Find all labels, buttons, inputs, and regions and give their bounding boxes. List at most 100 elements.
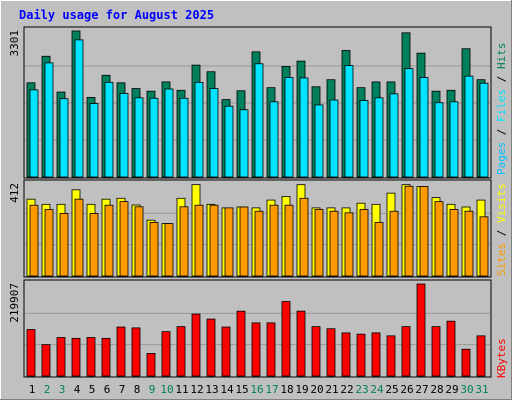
x-label-day-11: 11 [175,383,188,396]
bar-files-day-21 [329,99,339,178]
x-label-day-26: 26 [400,383,413,396]
panel-kbytes-frame [23,279,492,378]
bar-files-day-4 [74,39,84,178]
bar-sites-day-30 [464,210,474,277]
bar-files-day-25 [389,93,399,178]
bar-sites-day-23 [359,209,369,277]
bar-sites-day-18 [284,204,294,277]
bar-kbytes-day-16 [251,322,261,377]
bar-sites-day-16 [254,210,264,277]
legend-item-files: Files [495,89,508,122]
bar-sites-day-26 [404,185,414,277]
bar-sites-day-13 [209,204,219,277]
x-label-day-24: 24 [370,383,384,396]
bar-kbytes-day-29 [446,320,456,377]
bar-sites-day-28 [434,201,444,277]
bar-files-day-31 [479,82,489,178]
x-label-day-7: 7 [119,383,126,396]
bar-sites-day-8 [134,206,144,277]
bar-files-day-3 [59,98,69,178]
bar-sites-day-27 [419,186,429,277]
x-label-day-20: 20 [310,383,323,396]
x-label-day-6: 6 [104,383,111,396]
bar-sites-day-11 [179,206,189,277]
chart-title: Daily usage for August 2025 [19,8,214,22]
bar-sites-day-5 [89,213,99,277]
legend-item-visits: Visits [495,183,508,223]
x-label-day-16: 16 [250,383,263,396]
bar-kbytes-day-23 [356,333,366,377]
x-label-day-31: 31 [475,383,488,396]
panel-visits-frame [23,179,492,278]
bar-files-day-2 [44,62,54,178]
bar-files-day-11 [179,97,189,178]
bar-kbytes-day-24 [371,332,381,377]
x-label-day-3: 3 [59,383,66,396]
bar-kbytes-day-21 [326,328,336,377]
bar-kbytes-day-12 [191,313,201,377]
x-label-day-19: 19 [295,383,308,396]
panel-hits-frame [23,26,492,179]
bar-files-day-23 [359,100,369,178]
x-label-day-22: 22 [340,383,353,396]
x-label-day-4: 4 [74,383,81,396]
bar-kbytes-day-3 [56,337,66,377]
bar-kbytes-day-19 [296,310,306,377]
bar-files-day-1 [29,89,39,178]
panel-hits-bars [25,30,490,178]
bar-files-day-10 [164,88,174,178]
panel-hits [23,26,492,179]
bar-sites-day-9 [149,222,159,277]
bar-files-day-26 [404,68,414,178]
hits-max-label: 3301 [8,30,21,57]
bar-kbytes-day-5 [86,337,96,377]
bar-sites-day-25 [389,210,399,277]
bar-kbytes-day-7 [116,326,126,377]
bar-files-day-27 [419,77,429,178]
x-label-day-1: 1 [29,383,36,396]
x-label-day-17: 17 [265,383,278,396]
x-label-day-30: 30 [460,383,473,396]
bar-kbytes-day-6 [101,337,111,377]
legend-text: Sites / Visits [495,183,508,276]
legend-kbytes: KBytes [495,338,508,378]
bar-kbytes-day-22 [341,332,351,377]
bar-files-day-22 [344,65,354,178]
kbytes-max-label: 219907 [8,283,21,323]
x-label-day-25: 25 [385,383,398,396]
bar-kbytes-day-17 [266,322,276,377]
x-label-day-29: 29 [445,383,458,396]
bar-files-day-6 [104,81,114,178]
panel-kbytes-bars [25,283,490,377]
bar-sites-day-14 [224,207,234,277]
bar-sites-day-3 [59,213,69,277]
bar-files-day-19 [299,77,309,178]
bar-kbytes-day-8 [131,327,141,377]
bar-files-day-30 [464,75,474,178]
bar-sites-day-24 [374,222,384,277]
bar-sites-day-15 [239,206,249,277]
legend-text: KBytes [495,338,508,378]
panel-visits-bars [25,184,490,277]
legend-separator: / [495,69,508,89]
bar-files-day-17 [269,101,279,178]
bar-sites-day-31 [479,216,489,277]
x-label-day-12: 12 [190,383,203,396]
bar-kbytes-day-25 [386,335,396,377]
x-label-day-15: 15 [235,383,248,396]
bar-files-day-5 [89,103,99,178]
bar-files-day-16 [254,63,264,178]
bar-sites-day-4 [74,198,84,277]
bar-sites-day-22 [344,212,354,277]
bar-sites-day-1 [29,204,39,277]
bar-files-day-12 [194,81,204,178]
legend-hits: Pages / Files / Hits [495,43,508,176]
bar-files-day-29 [449,101,459,178]
bar-sites-day-29 [449,209,459,277]
bar-files-day-9 [149,97,159,178]
bar-kbytes-day-15 [236,310,246,377]
bar-kbytes-day-14 [221,326,231,377]
legend-item-kbytes: KBytes [495,338,508,378]
x-label-day-2: 2 [44,383,51,396]
